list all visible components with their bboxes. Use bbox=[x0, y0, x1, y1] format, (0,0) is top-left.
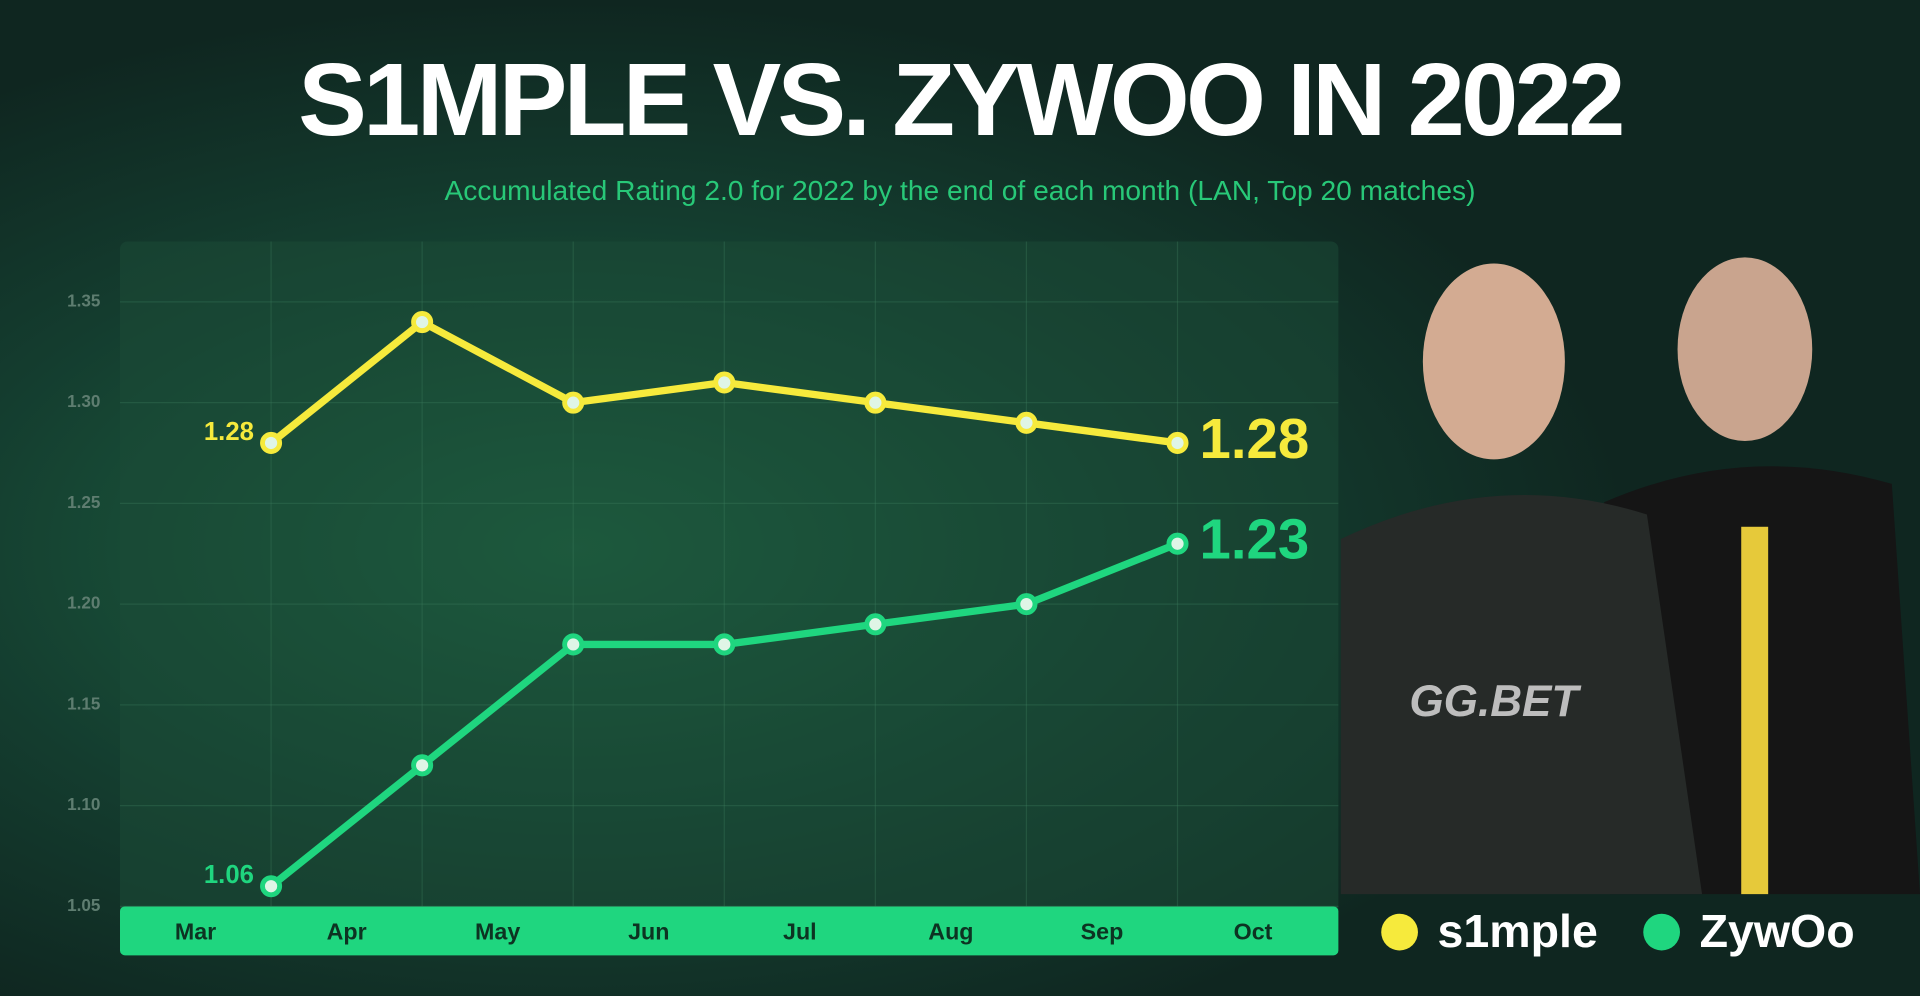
point bbox=[411, 754, 434, 777]
point bbox=[1166, 532, 1189, 555]
player-photos: GG.BET bbox=[1340, 257, 1920, 895]
y-tick-label: 1.10 bbox=[67, 794, 100, 814]
chart-subtitle: Accumulated Rating 2.0 for 2022 by the e… bbox=[445, 175, 1476, 206]
y-tick-label: 1.25 bbox=[67, 492, 101, 512]
point bbox=[260, 431, 283, 454]
y-tick-label: 1.20 bbox=[67, 593, 100, 613]
x-tick-label: Jul bbox=[783, 918, 817, 944]
legend-label: s1mple bbox=[1438, 905, 1598, 957]
point bbox=[864, 613, 887, 636]
x-tick-label: Sep bbox=[1081, 918, 1124, 944]
start-value-label: 1.28 bbox=[204, 418, 254, 446]
plot-panel bbox=[120, 241, 1339, 956]
point bbox=[713, 371, 736, 394]
y-tick-label: 1.35 bbox=[67, 290, 101, 310]
end-value-label: 1.23 bbox=[1200, 508, 1310, 571]
point bbox=[562, 391, 585, 414]
point bbox=[1166, 431, 1189, 454]
point bbox=[864, 391, 887, 414]
svg-text:GG.BET: GG.BET bbox=[1409, 677, 1582, 726]
point bbox=[1015, 593, 1038, 616]
end-value-label: 1.28 bbox=[1200, 407, 1310, 470]
point bbox=[1015, 411, 1038, 434]
legend-swatch bbox=[1381, 913, 1418, 951]
y-tick-label: 1.15 bbox=[67, 693, 101, 713]
x-tick-label: Mar bbox=[175, 918, 216, 944]
start-value-label: 1.06 bbox=[204, 861, 254, 889]
chart-title: S1MPLE VS. ZYWOO IN 2022 bbox=[298, 42, 1622, 157]
x-tick-label: Jun bbox=[628, 918, 669, 944]
legend-label: ZywOo bbox=[1700, 905, 1855, 957]
x-tick-label: Oct bbox=[1234, 918, 1273, 944]
point bbox=[411, 311, 434, 334]
y-tick-label: 1.05 bbox=[67, 895, 101, 915]
y-tick-label: 1.30 bbox=[67, 391, 100, 411]
legend-swatch bbox=[1643, 913, 1680, 951]
x-tick-label: Apr bbox=[327, 918, 367, 944]
point bbox=[260, 875, 283, 898]
x-tick-label: May bbox=[475, 918, 520, 944]
x-tick-label: Aug bbox=[928, 918, 973, 944]
x-axis-band bbox=[120, 906, 1339, 956]
point bbox=[562, 633, 585, 656]
point bbox=[713, 633, 736, 656]
